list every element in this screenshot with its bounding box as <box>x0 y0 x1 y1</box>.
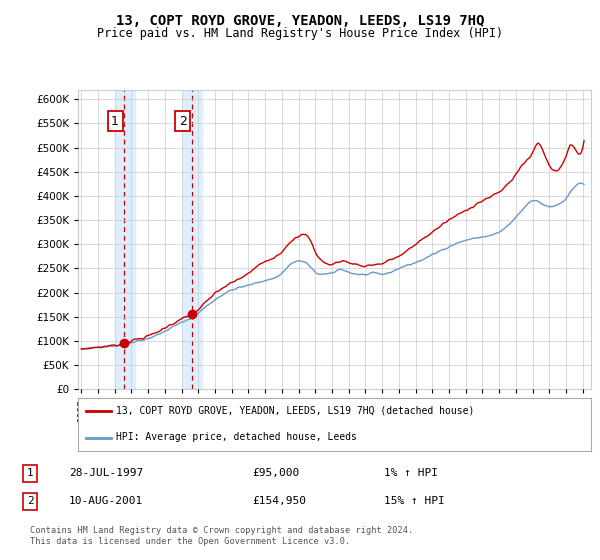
Text: 2: 2 <box>179 114 187 128</box>
Text: Price paid vs. HM Land Registry's House Price Index (HPI): Price paid vs. HM Land Registry's House … <box>97 27 503 40</box>
Text: 10-AUG-2001: 10-AUG-2001 <box>69 496 143 506</box>
Text: 15% ↑ HPI: 15% ↑ HPI <box>384 496 445 506</box>
Text: £154,950: £154,950 <box>252 496 306 506</box>
Text: 28-JUL-1997: 28-JUL-1997 <box>69 468 143 478</box>
Text: HPI: Average price, detached house, Leeds: HPI: Average price, detached house, Leed… <box>116 432 358 442</box>
Bar <box>115 90 135 389</box>
Text: 1% ↑ HPI: 1% ↑ HPI <box>384 468 438 478</box>
Text: 1: 1 <box>26 468 34 478</box>
Text: £95,000: £95,000 <box>252 468 299 478</box>
Text: 13, COPT ROYD GROVE, YEADON, LEEDS, LS19 7HQ (detached house): 13, COPT ROYD GROVE, YEADON, LEEDS, LS19… <box>116 406 475 416</box>
Text: 1: 1 <box>111 114 119 128</box>
Text: Contains HM Land Registry data © Crown copyright and database right 2024.
This d: Contains HM Land Registry data © Crown c… <box>30 526 413 546</box>
Bar <box>182 90 202 389</box>
Text: 2: 2 <box>26 496 34 506</box>
Text: 13, COPT ROYD GROVE, YEADON, LEEDS, LS19 7HQ: 13, COPT ROYD GROVE, YEADON, LEEDS, LS19… <box>116 14 484 28</box>
